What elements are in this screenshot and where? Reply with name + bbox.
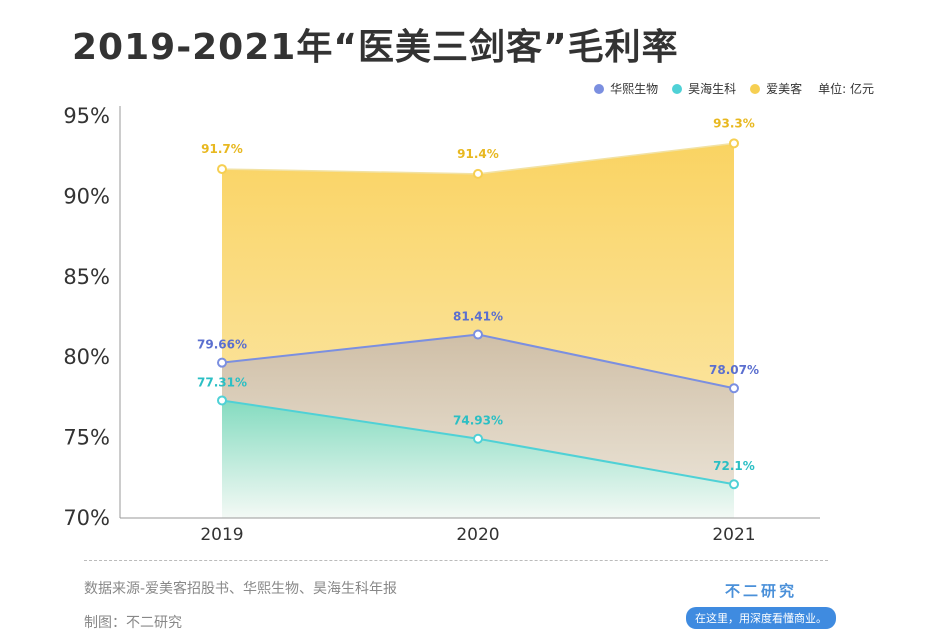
data-label-aimeike: 91.7% <box>201 142 243 156</box>
data-source: 数据来源-爱美客招股书、华熙生物、昊海生科年报 <box>84 581 398 597</box>
point-huaxi <box>473 329 483 340</box>
brand-name: 不二研究 <box>724 582 797 600</box>
legend: 华熙生物 昊海生科 爱美客 单位: 亿元 <box>594 80 874 97</box>
data-label-haohai: 74.93% <box>453 414 503 428</box>
point-haohai <box>729 479 739 490</box>
brand-logo: 不二研究 在这里，用深度看懂商业。 <box>686 580 836 629</box>
y-tick-label: 95% <box>63 104 110 128</box>
point-haohai <box>217 395 227 406</box>
x-tick-label: 2019 <box>200 525 243 545</box>
legend-label-huaxi: 华熙生物 <box>610 82 659 96</box>
data-label-aimeike: 93.3% <box>713 116 755 130</box>
y-tick-label: 85% <box>63 265 110 289</box>
legend-item-aimeike: 爱美客 <box>750 80 802 97</box>
chart-title: 2019-2021年“医美三剑客”毛利率 <box>72 27 679 68</box>
footer-divider <box>84 560 828 561</box>
data-label-aimeike: 91.4% <box>457 147 499 161</box>
data-label-huaxi: 81.41% <box>453 310 503 324</box>
point-haohai <box>473 433 483 444</box>
data-label-huaxi: 78.07% <box>709 363 759 377</box>
legend-marker-aimeike <box>750 83 761 94</box>
brand-slogan: 在这里，用深度看懂商业。 <box>686 607 836 629</box>
legend-marker-huaxi <box>594 83 605 94</box>
point-aimeike <box>217 164 227 175</box>
legend-label-haohai: 昊海生科 <box>688 82 737 96</box>
data-label-haohai: 77.31% <box>197 375 247 389</box>
legend-marker-haohai <box>672 83 683 94</box>
point-huaxi <box>217 357 227 368</box>
data-label-huaxi: 79.66% <box>197 338 247 352</box>
legend-label-aimeike: 爱美客 <box>766 82 803 96</box>
y-tick-label: 90% <box>63 184 110 208</box>
unit-label: 单位: 亿元 <box>818 82 874 96</box>
chart-maker: 制图：不二研究 <box>84 615 182 631</box>
area-haohai <box>222 400 734 518</box>
legend-item-haohai: 昊海生科 <box>672 80 736 97</box>
point-aimeike <box>473 168 483 179</box>
point-huaxi <box>729 383 739 394</box>
y-tick-label: 80% <box>63 345 110 369</box>
legend-item-huaxi: 华熙生物 <box>594 80 658 97</box>
x-tick-label: 2021 <box>712 525 755 545</box>
x-tick-label: 2020 <box>456 525 499 545</box>
chart-plot: 70% 75% 80% 85% 90% 95% 2019 2020 2021 79.66% 81.… <box>63 104 820 545</box>
point-aimeike <box>729 138 739 149</box>
y-tick-label: 75% <box>63 426 110 450</box>
data-label-haohai: 72.1% <box>713 459 755 473</box>
y-tick-label: 70% <box>63 506 110 530</box>
